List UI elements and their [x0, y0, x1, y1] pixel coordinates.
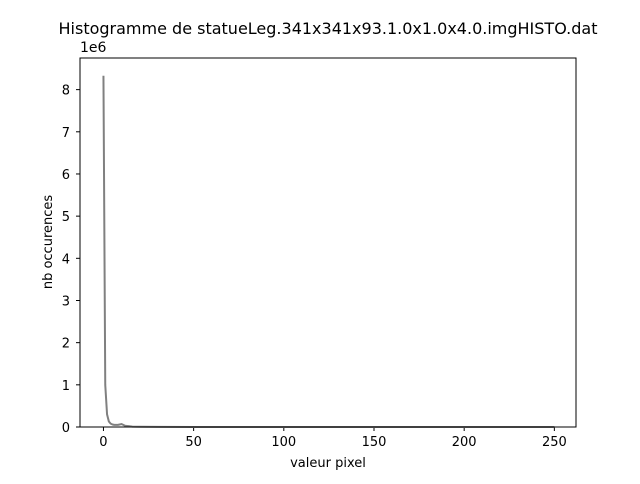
x-axis-label: valeur pixel [290, 456, 366, 471]
x-tick-label: 200 [452, 435, 477, 450]
x-tick-label: 0 [99, 435, 107, 450]
y-tick-label: 1 [62, 379, 70, 394]
x-tick-label: 150 [362, 435, 387, 450]
plot-frame [79, 57, 577, 428]
chart-title: Histogramme de statueLeg.341x341x93.1.0x… [59, 19, 598, 38]
y-tick-label: 2 [62, 337, 70, 352]
y-tick-label: 4 [62, 252, 70, 267]
y-tick-label: 0 [62, 421, 70, 436]
y-axis-ticks: 0 1 2 3 4 5 6 7 8 [62, 84, 80, 436]
x-tick-label: 100 [271, 435, 296, 450]
y-tick-label: 7 [62, 126, 70, 141]
y-axis-label: nb occurences [41, 195, 56, 290]
x-tick-label: 50 [185, 435, 202, 450]
x-axis-ticks: 0 50 100 150 200 250 [99, 427, 567, 450]
x-tick-label: 250 [542, 435, 567, 450]
y-tick-label: 3 [62, 294, 70, 309]
y-tick-label: 6 [62, 168, 70, 183]
y-tick-label: 5 [62, 210, 70, 225]
y-tick-label: 8 [62, 84, 70, 99]
y-scale-label: 1e6 [80, 40, 107, 56]
